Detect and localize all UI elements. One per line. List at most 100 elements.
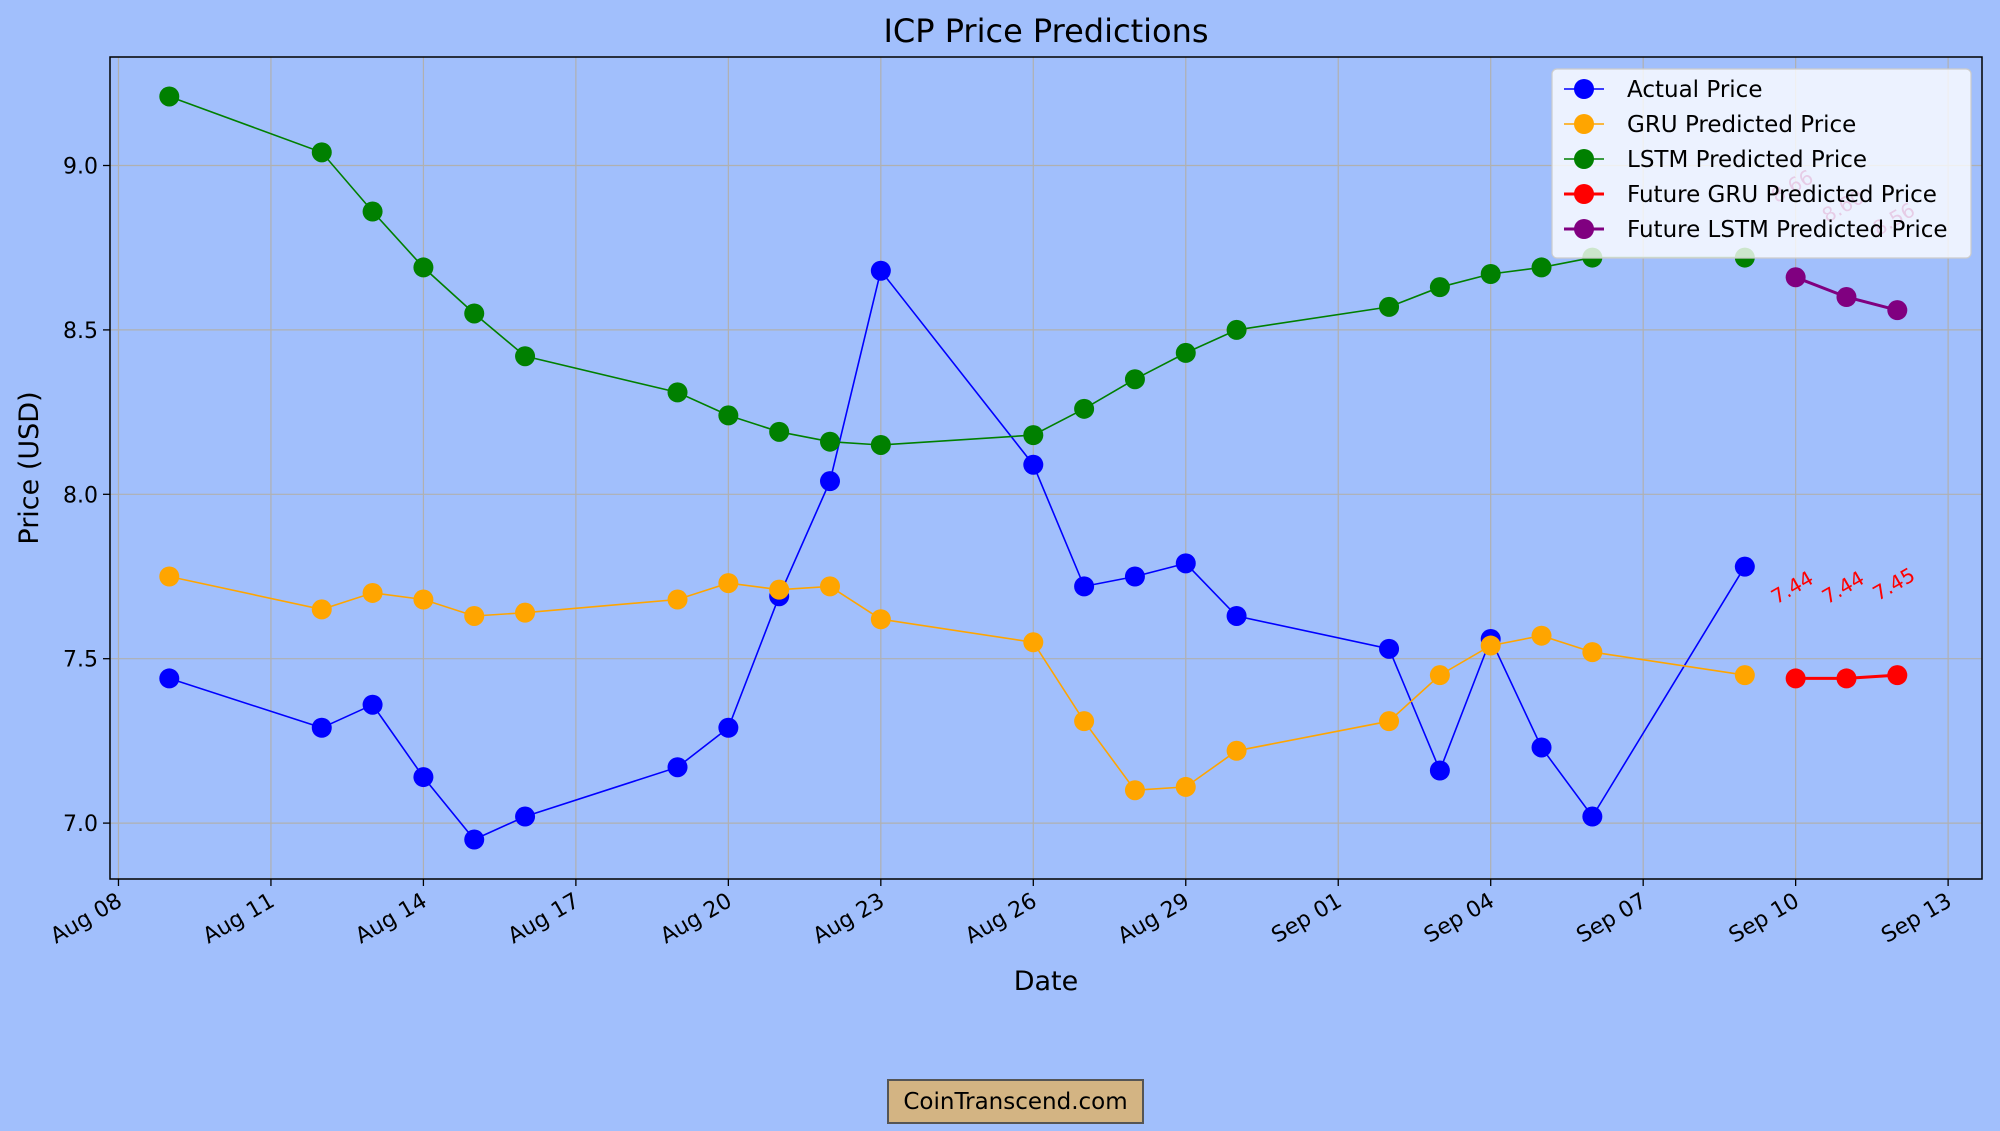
legend-swatch-marker: [1574, 219, 1594, 239]
series-line: [169, 575, 1745, 792]
data-point: [159, 86, 180, 107]
data-point: [1175, 342, 1196, 363]
data-point: [1124, 566, 1145, 587]
y-axis-title: Price (USD): [14, 391, 45, 544]
series-layer: [159, 86, 1908, 850]
data-point: [1226, 605, 1247, 626]
data-point: [1734, 665, 1755, 686]
data-point: [362, 201, 383, 222]
legend-item: GRU Predicted Price: [1564, 112, 1856, 138]
legend-swatch-marker: [1574, 114, 1594, 134]
legend-label: GRU Predicted Price: [1627, 112, 1856, 138]
data-point: [1074, 576, 1095, 597]
data-point: [1429, 760, 1450, 781]
legend-label: LSTM Predicted Price: [1627, 147, 1867, 173]
data-point: [515, 346, 536, 367]
data-point: [1226, 740, 1247, 761]
data-point: [1226, 319, 1247, 340]
data-point: [159, 566, 180, 587]
data-point: [1887, 665, 1908, 686]
data-point: [1379, 711, 1400, 732]
data-point: [667, 382, 688, 403]
data-point: [311, 599, 332, 620]
data-point: [1582, 806, 1603, 827]
x-axis-title: Date: [1014, 966, 1079, 997]
data-point: [820, 471, 840, 492]
data-point: [1734, 556, 1755, 577]
data-point: [820, 431, 840, 452]
series-line: [169, 268, 1746, 841]
data-point: [667, 589, 688, 610]
data-point: [362, 582, 383, 603]
data-point: [667, 757, 688, 778]
data-point: [1887, 300, 1908, 321]
series-future-lstm-predicted-price: [1785, 267, 1908, 321]
data-point: [1785, 668, 1806, 689]
data-point: [769, 421, 790, 442]
series-future-gru-predicted-price: [1785, 665, 1908, 689]
data-point: [1480, 264, 1501, 285]
data-point: [1836, 668, 1857, 689]
y-axis-ticks: 7.0 7.5 8.0 8.5 9.0: [63, 155, 110, 837]
data-point: [1836, 287, 1857, 308]
data-point: [1175, 553, 1196, 574]
legend-swatch-marker: [1574, 184, 1594, 204]
data-point: [1429, 277, 1450, 298]
data-point: [515, 806, 536, 827]
data-point: [718, 717, 739, 738]
y-tick-label: 7.5: [63, 648, 98, 673]
data-point: [718, 405, 739, 426]
data-point: [870, 434, 891, 455]
data-point: [1379, 296, 1400, 317]
y-tick-label: 8.5: [63, 319, 98, 344]
y-tick-label: 9.0: [63, 155, 98, 180]
legend-swatch-marker: [1574, 79, 1594, 99]
y-tick-label: 7.0: [63, 812, 98, 837]
series-line: [169, 95, 1745, 446]
legend: Actual Price GRU Predicted Price LSTM Pred…: [1551, 68, 1972, 259]
data-point: [413, 257, 434, 278]
data-point: [870, 609, 891, 630]
legend-item: Future LSTM Predicted Price: [1564, 217, 1948, 243]
legend-box: [1551, 68, 1972, 259]
legend-swatch-marker: [1574, 149, 1594, 169]
grid: [110, 57, 1982, 879]
data-point: [1124, 780, 1145, 801]
legend-item: Actual Price: [1564, 77, 1762, 103]
series-gru-predicted-price: [159, 566, 1755, 801]
data-point: [1531, 625, 1552, 646]
legend-label: Future GRU Predicted Price: [1627, 182, 1937, 208]
data-point: [1023, 632, 1044, 653]
legend-label: Actual Price: [1627, 77, 1762, 103]
legend-item: Future GRU Predicted Price: [1564, 182, 1937, 208]
data-point: [1531, 257, 1552, 278]
watermark-badge: CoinTranscend.com: [887, 1079, 1144, 1124]
data-point: [1124, 369, 1145, 390]
legend-item: LSTM Predicted Price: [1564, 147, 1867, 173]
data-point: [1023, 454, 1044, 475]
data-point: [362, 694, 383, 715]
data-point: [464, 829, 485, 850]
data-point: [1379, 638, 1400, 659]
data-point: [870, 260, 891, 281]
data-point: [413, 589, 434, 610]
data-point: [1429, 665, 1450, 686]
data-point: [1023, 425, 1044, 446]
data-point: [515, 602, 536, 623]
chart-title: ICP Price Predictions: [883, 12, 1208, 50]
data-point: [464, 303, 485, 324]
data-point: [1531, 737, 1552, 758]
plot-frame: [109, 56, 1983, 880]
data-point: [718, 573, 739, 594]
data-point: [311, 717, 332, 738]
data-point: [464, 605, 485, 626]
data-point: [1175, 776, 1196, 797]
data-point: [1582, 642, 1603, 663]
data-point: [1785, 267, 1806, 288]
data-point: [820, 576, 840, 597]
series-actual-price: [159, 260, 1755, 850]
data-point: [769, 579, 790, 600]
data-point: [311, 142, 332, 163]
data-point: [159, 668, 180, 689]
